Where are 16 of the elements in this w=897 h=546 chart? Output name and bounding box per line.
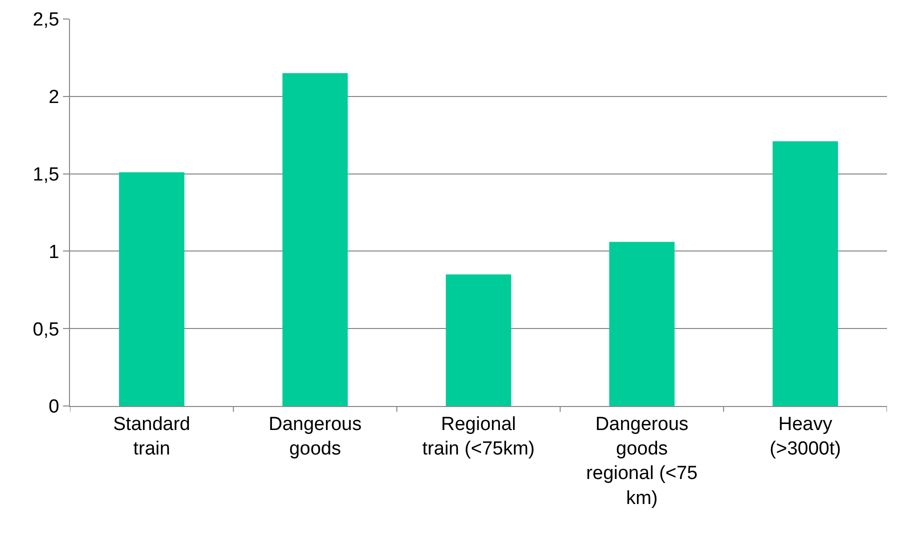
y-tick-label: 0,5 xyxy=(32,319,60,340)
x-tick-label: Regional train (<75km) xyxy=(422,414,535,460)
bar xyxy=(772,141,838,406)
bar xyxy=(446,274,512,406)
y-tick-label: 1 xyxy=(48,242,60,263)
x-tick-label: Standard train xyxy=(113,414,190,460)
bar xyxy=(609,242,675,406)
y-tick-label: 2,5 xyxy=(32,10,60,31)
x-tick-label: Dangerous goods regional (<75 km) xyxy=(586,414,698,509)
x-tick-label: Heavy (>3000t) xyxy=(770,414,841,460)
y-tick-label: 0 xyxy=(48,396,60,418)
bar xyxy=(119,172,184,406)
y-tick-label: 2 xyxy=(48,87,60,108)
bar xyxy=(282,73,348,406)
y-tick-label: 1,5 xyxy=(32,164,60,186)
x-tick-label: Dangerous goods xyxy=(268,414,362,460)
